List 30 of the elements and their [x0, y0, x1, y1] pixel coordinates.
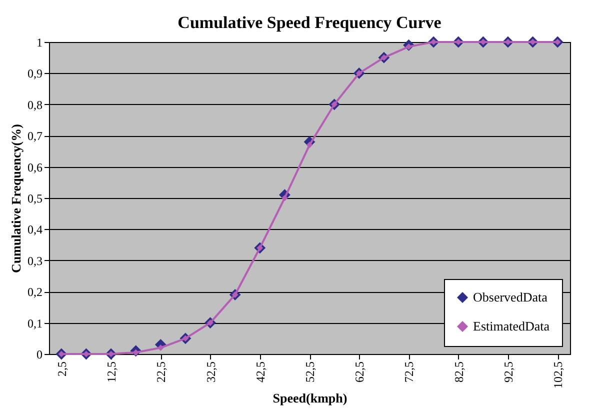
- x-tick-label: 12,5: [104, 362, 119, 382]
- legend-label: ObservedData: [473, 290, 548, 304]
- x-tick-label: 32,5: [204, 362, 218, 382]
- y-axis-title: Cumulative Frequency(%): [8, 124, 24, 273]
- y-tick-label: 0,7: [28, 129, 42, 144]
- x-tick-label: 52,5: [303, 362, 317, 382]
- y-tick-label: 0,6: [28, 160, 42, 174]
- y-tick-label: 0: [36, 348, 42, 362]
- x-tick-label: 2,5: [54, 362, 69, 376]
- x-tick-label: 62,5: [352, 362, 367, 382]
- x-tick-label: 102,5: [551, 362, 566, 388]
- y-tick-label: 0,4: [28, 222, 42, 237]
- legend-label: EstimatedData: [473, 318, 550, 334]
- y-tick-label: 0,3: [28, 254, 42, 268]
- y-tick-label: 1: [36, 36, 42, 50]
- x-tick-label: 42,5: [253, 362, 268, 382]
- y-tick-label: 0,1: [28, 316, 42, 330]
- point: [157, 344, 164, 351]
- y-tick-label: 0,8: [28, 98, 42, 112]
- chart-title: Cumulative Speed Frequency Curve: [178, 13, 442, 32]
- y-tick-label: 0,5: [28, 192, 42, 206]
- y-tick-label: 0,9: [28, 66, 42, 81]
- y-tick-label: 0,2: [28, 285, 42, 300]
- x-tick-label: 82,5: [452, 362, 466, 382]
- point: [282, 194, 288, 202]
- x-tick-label: 22,5: [154, 362, 168, 382]
- point: [306, 142, 313, 148]
- x-tick-label: 92,5: [501, 362, 516, 382]
- x-tick-label: 72,5: [402, 362, 416, 382]
- x-axis-title: Speed(kmph): [272, 390, 348, 406]
